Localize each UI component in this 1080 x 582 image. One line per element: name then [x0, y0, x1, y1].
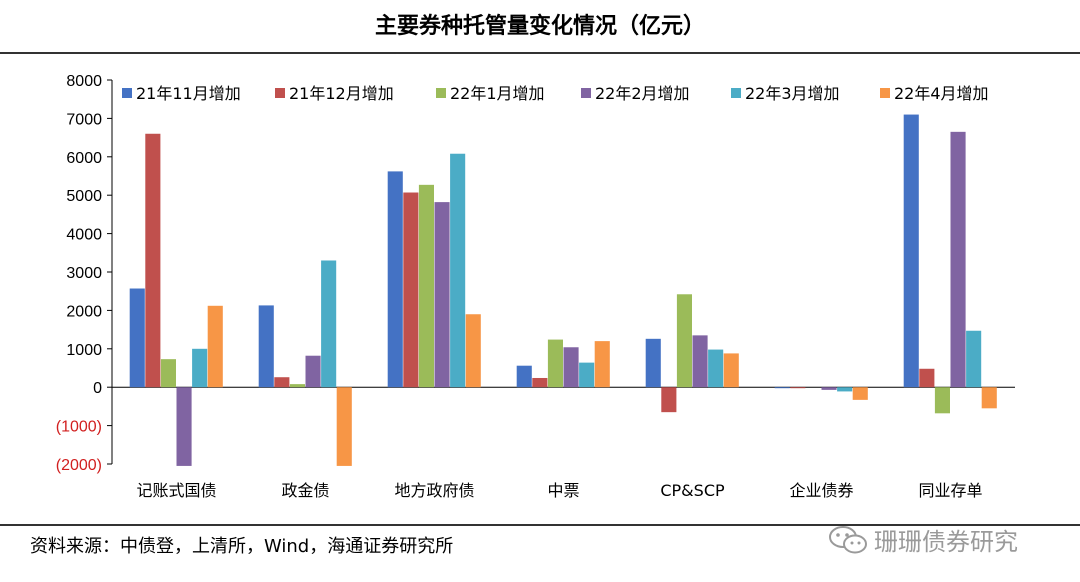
chart-title: 主要券种托管量变化情况（亿元）: [374, 14, 705, 39]
legend-swatch: [731, 88, 741, 98]
legend-label: 21年11月增加: [136, 84, 241, 103]
y-tick-label: 0: [93, 380, 102, 397]
bar-4-3: [547, 339, 563, 388]
y-tick-label: 8000: [66, 73, 102, 90]
x-category-label: 中票: [547, 481, 579, 500]
bar-7-2: [919, 368, 935, 388]
bar-4-2: [532, 377, 548, 388]
legend-label: 22年4月增加: [894, 84, 989, 103]
title-divider: [0, 52, 1080, 54]
legend-label: 22年2月增加: [595, 84, 690, 103]
legend-label: 22年3月增加: [745, 84, 840, 103]
y-tick-label: 2000: [66, 303, 102, 320]
bar-7-3: [934, 387, 950, 414]
bar-1-3: [160, 359, 176, 388]
y-tick-label: 5000: [66, 188, 102, 205]
legend-label: 21年12月增加: [289, 84, 394, 103]
bar-6-6: [852, 387, 868, 400]
legend-swatch: [880, 88, 890, 98]
legend-swatch: [436, 88, 446, 98]
legend-swatch: [122, 88, 132, 98]
legend-label: 22年1月增加: [450, 84, 545, 103]
bar-6-1: [774, 387, 790, 389]
bar-7-4: [950, 131, 966, 388]
y-tick-label: (2000): [56, 457, 102, 474]
bar-5-6: [723, 353, 739, 388]
x-category-label: 同业存单: [918, 481, 982, 500]
x-category-label: 记账式国债: [136, 481, 216, 500]
bar-1-6: [207, 305, 223, 388]
y-tick-label: (1000): [56, 419, 102, 436]
y-tick-label: 6000: [66, 150, 102, 167]
bar-7-5: [966, 330, 982, 388]
bar-3-4: [434, 202, 450, 388]
bar-chart: 8000 7000 6000 5000 4000 3000 2000 1000 0 (1000) (…: [56, 73, 1015, 500]
x-category-label: 地方政府债: [394, 481, 474, 500]
bar-1-2: [145, 133, 161, 388]
footer-divider: [0, 524, 1080, 526]
bar-3-1: [387, 171, 403, 388]
bar-4-5: [579, 362, 595, 388]
bar-2-1: [258, 305, 274, 388]
bar-2-6: [336, 387, 352, 466]
watermark-text: 珊珊债券研究: [874, 528, 1018, 556]
bar-2-3: [289, 384, 305, 388]
bar-5-2: [661, 387, 677, 413]
bar-1-1: [129, 288, 145, 388]
bar-5-3: [676, 294, 692, 388]
legend-swatch: [581, 88, 591, 98]
bar-1-4: [176, 387, 192, 466]
bar-5-5: [708, 349, 724, 388]
bar-2-4: [305, 355, 321, 388]
wechat-icon: [829, 525, 867, 553]
y-tick-label: 1000: [66, 342, 102, 359]
bar-4-1: [516, 365, 532, 388]
bar-7-1: [903, 114, 919, 388]
bar-6-5: [837, 387, 853, 392]
bar-4-6: [594, 341, 610, 388]
bar-5-1: [645, 338, 661, 388]
y-tick-label: 3000: [66, 265, 102, 282]
x-category-label: 企业债券: [789, 481, 853, 500]
bar-3-5: [450, 153, 466, 388]
bar-3-6: [465, 314, 481, 388]
bar-1-5: [192, 348, 208, 388]
y-tick-label: 7000: [66, 111, 102, 128]
x-category-label: 政金债: [281, 481, 329, 500]
legend-swatch: [275, 88, 285, 98]
bar-2-2: [274, 377, 290, 388]
bar-4-4: [563, 347, 579, 388]
bar-3-3: [418, 184, 434, 388]
x-category-label: CP&SCP: [660, 481, 725, 500]
bar-6-2: [790, 387, 806, 389]
bar-2-5: [321, 260, 337, 388]
bar-7-6: [981, 387, 997, 409]
bar-3-2: [403, 192, 419, 388]
source-note: 资料来源：中债登，上清所，Wind，海通证券研究所: [30, 536, 454, 557]
watermark: 珊珊债券研究: [828, 522, 1018, 557]
bar-5-4: [692, 335, 708, 388]
y-tick-label: 4000: [66, 227, 102, 244]
bar-6-4: [821, 387, 837, 390]
